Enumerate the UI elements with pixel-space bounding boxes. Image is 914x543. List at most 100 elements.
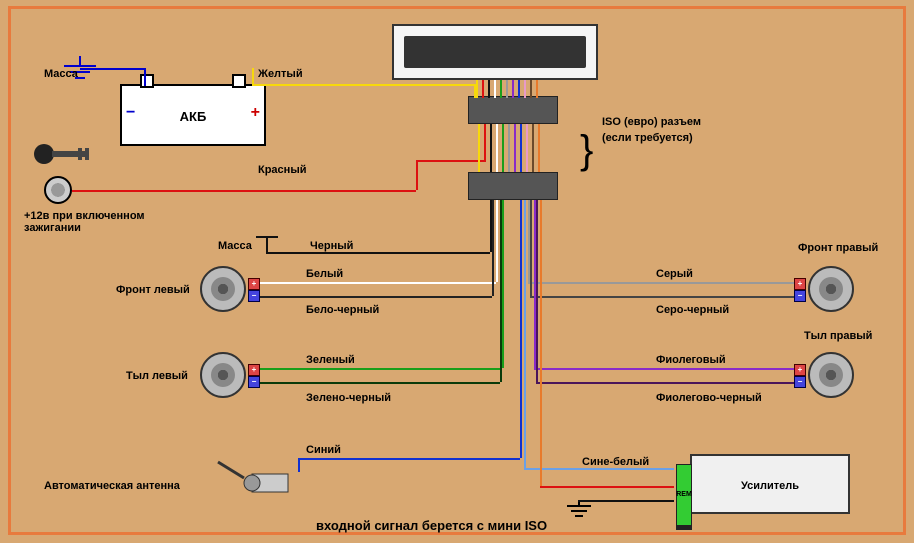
mid-3 xyxy=(490,124,492,172)
speaker-fr xyxy=(808,266,854,312)
speaker-fl xyxy=(200,266,246,312)
massa-label-1: Масса xyxy=(44,68,78,80)
battery-pos-terminal xyxy=(232,74,246,88)
wire-red-v2 xyxy=(484,124,486,160)
amp-label: Усилитель xyxy=(741,480,799,492)
white-label: Белый xyxy=(306,268,343,280)
red-label: Красный xyxy=(258,164,306,176)
iso-connector-bottom xyxy=(468,172,558,200)
wire-green xyxy=(260,368,502,370)
wire-violet xyxy=(534,368,794,370)
wire-amp-gnd xyxy=(578,500,674,502)
wire-red-h2 xyxy=(416,160,486,162)
wire-red-v xyxy=(416,160,418,190)
mid-8 xyxy=(520,124,522,172)
speaker-fr-term: +− xyxy=(794,278,806,300)
grey-black-label: Серо-черный xyxy=(656,304,729,316)
wire-violetblack-v xyxy=(536,200,538,382)
ignition-label: +12в при включенном зажигании xyxy=(24,210,145,234)
mid-4 xyxy=(496,124,498,172)
wire-gnd-v xyxy=(144,68,146,86)
rl-label: Тыл левый xyxy=(126,370,188,382)
black-label: Черный xyxy=(310,240,353,252)
amplifier: Усилитель REM xyxy=(690,454,850,514)
mid-11 xyxy=(538,124,540,172)
bundle-3 xyxy=(488,80,490,98)
wire-violetblack xyxy=(536,382,794,384)
mid-9 xyxy=(526,124,528,172)
battery: АКБ − + xyxy=(120,84,266,146)
wire-white-v xyxy=(496,200,498,282)
wire-blue-v2 xyxy=(298,458,300,472)
violet-label: Фиолеговый xyxy=(656,354,726,366)
wire-green-v xyxy=(502,200,504,368)
fr-label: Фронт правый xyxy=(798,242,878,254)
ignition-icon xyxy=(44,176,72,204)
mid-6 xyxy=(508,124,510,172)
bundle-7 xyxy=(512,80,514,98)
mid-7 xyxy=(514,124,516,172)
mid-1 xyxy=(478,124,480,172)
wire-amp-pos xyxy=(540,486,674,488)
battery-minus: − xyxy=(126,82,135,144)
head-unit xyxy=(392,24,598,80)
speaker-rl-term: +− xyxy=(248,364,260,386)
wire-grey xyxy=(528,282,794,284)
wire-greyblack-v xyxy=(530,200,532,296)
bundle-10 xyxy=(530,80,532,98)
bundle-1 xyxy=(476,80,478,98)
battery-plus: + xyxy=(251,82,260,144)
wire-bluewhite xyxy=(524,468,674,470)
violet-black-label: Фиолегово-черный xyxy=(656,392,762,404)
auto-antenna-label: Автоматическая антенна xyxy=(44,480,180,492)
massa-label-2: Масса xyxy=(218,240,252,252)
fl-label: Фронт левый xyxy=(116,284,190,296)
bundle-9 xyxy=(524,80,526,98)
yellow-label: Желтый xyxy=(258,68,303,80)
wire-whiteblack xyxy=(260,296,492,298)
iso-label-1: ISO (евро) разъем xyxy=(602,116,701,128)
ground-icon-2 xyxy=(565,500,593,522)
footer-label: входной сигнал берется с мини ISO xyxy=(316,518,547,533)
grey-label: Серый xyxy=(656,268,693,280)
bundle-11 xyxy=(536,80,538,98)
wire-black xyxy=(266,252,490,254)
bundle-8 xyxy=(518,80,520,98)
wire-gnd-h xyxy=(80,68,146,70)
blue-white-label: Сине-белый xyxy=(582,456,649,468)
wire-black-gnd xyxy=(266,236,268,252)
antenna-icon xyxy=(212,460,296,500)
wire-greenblack-v xyxy=(500,200,502,382)
mid-5 xyxy=(502,124,504,172)
battery-neg-terminal xyxy=(140,74,154,88)
bundle-2 xyxy=(482,80,484,98)
mid-10 xyxy=(532,124,534,172)
wire-whiteblack-v xyxy=(492,200,494,296)
speaker-fl-term: +− xyxy=(248,278,260,300)
wire-greenblack xyxy=(260,382,500,384)
wire-white xyxy=(260,282,496,284)
battery-label: АКБ xyxy=(180,109,207,124)
key-icon xyxy=(30,138,110,170)
iso-connector-top xyxy=(468,96,558,124)
iso-label-2: (если требуется) xyxy=(602,132,693,144)
green-label: Зеленый xyxy=(306,354,355,366)
white-black-label: Бело-черный xyxy=(306,304,379,316)
speaker-rr-term: +− xyxy=(794,364,806,386)
wire-greyblack xyxy=(530,296,794,298)
bundle-5 xyxy=(500,80,502,98)
green-black-label: Зелено-черный xyxy=(306,392,391,404)
blue-label: Синий xyxy=(306,444,341,456)
amp-rem-label: REM xyxy=(676,464,692,526)
wire-yellow-h xyxy=(252,84,476,86)
wire-black-gnd-h xyxy=(256,236,278,238)
rr-label: Тыл правый xyxy=(804,330,872,342)
wire-red-h xyxy=(72,190,416,192)
speaker-rl xyxy=(200,352,246,398)
wire-bluewhite-v xyxy=(524,200,526,468)
wire-amp-pos-v xyxy=(540,200,542,486)
wire-blue xyxy=(298,458,520,460)
bundle-4 xyxy=(494,80,496,98)
wire-blue-v xyxy=(520,200,522,458)
speaker-rr xyxy=(808,352,854,398)
